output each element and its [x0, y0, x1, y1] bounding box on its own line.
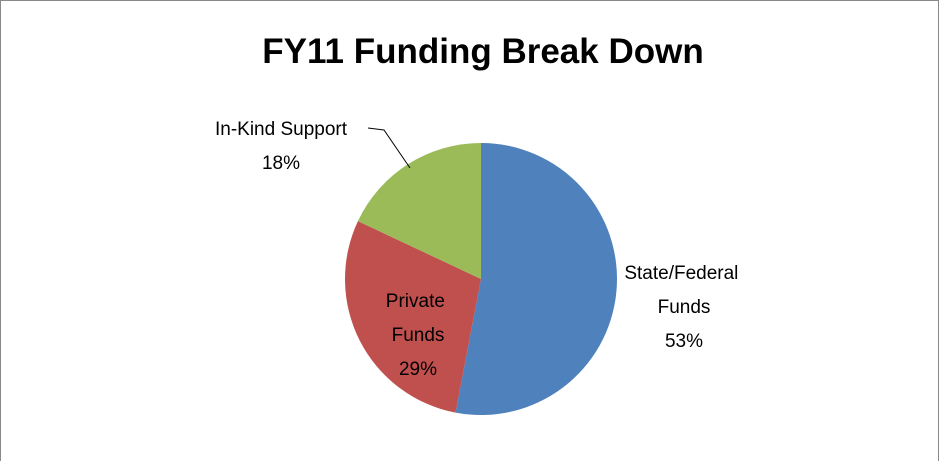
slice-category-label: State/Federal Funds [624, 263, 743, 318]
pie-slice [357, 143, 481, 279]
slice-category-label: In-Kind Support [215, 119, 348, 140]
leader-line [367, 127, 411, 169]
slice-value-label: 29% [399, 359, 437, 380]
slice-value-label: 53% [665, 331, 703, 352]
slice-value-label: 18% [262, 153, 300, 174]
pie-slice [345, 221, 481, 413]
slice-category-label: Private Funds [386, 291, 450, 346]
pie-slice [455, 143, 617, 415]
chart-title: FY11 Funding Break Down [262, 32, 703, 71]
